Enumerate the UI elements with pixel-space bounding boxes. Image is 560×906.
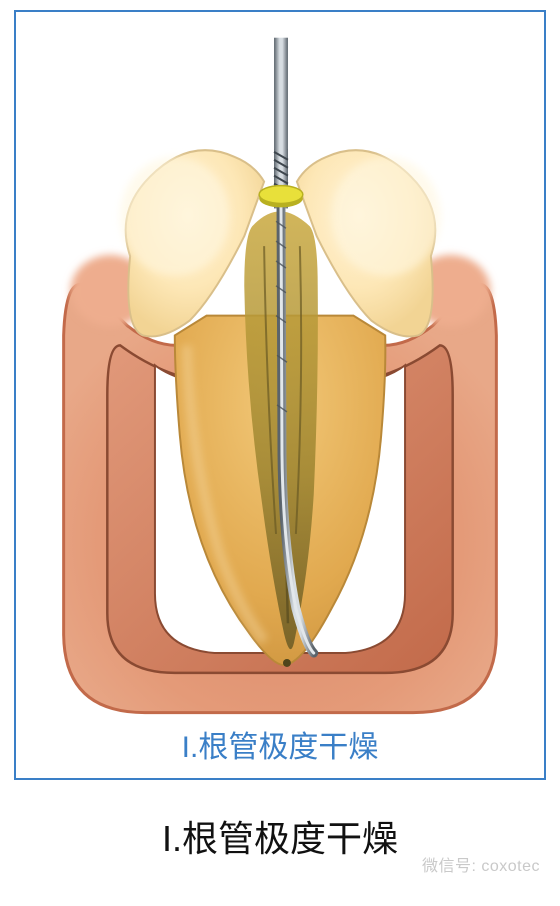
diagram-frame: I.根管极度干燥 [14,10,546,780]
apical-foramen [283,659,291,667]
watermark-text: 微信号: coxotec [422,852,540,876]
caption-inner: I.根管极度干燥 [16,722,544,766]
rubber-stop [259,186,303,208]
tooth-diagram [16,12,544,778]
